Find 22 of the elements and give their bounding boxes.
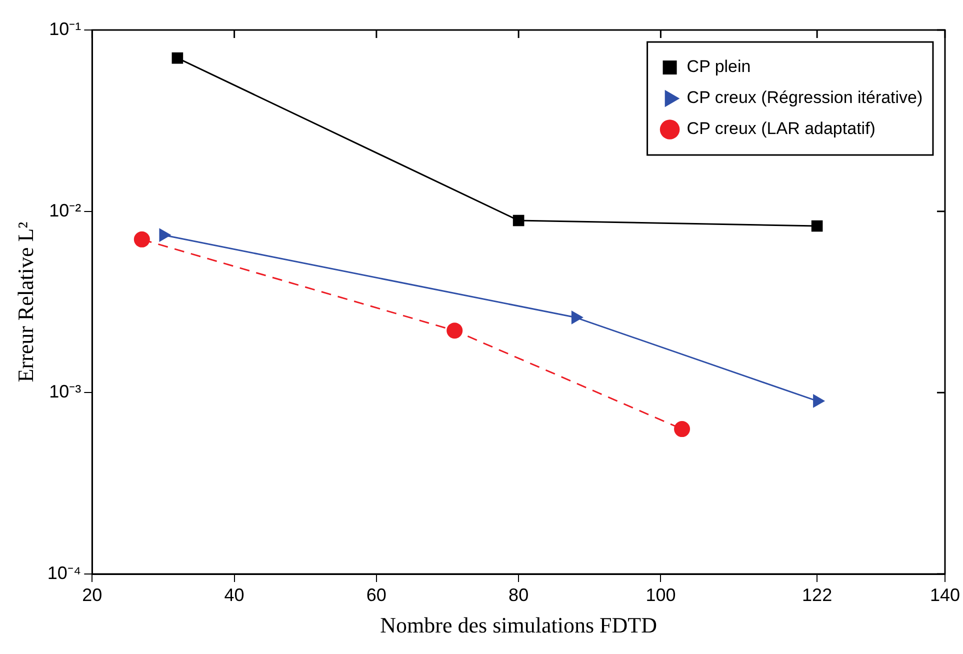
point: [134, 231, 150, 248]
x-tick-label: 80: [508, 584, 529, 605]
y-tick-label: 10⁻⁴: [47, 562, 82, 583]
point: [512, 214, 524, 226]
x-tick-label: 100: [646, 584, 676, 605]
y-axis-title: Erreur Relative L²: [12, 221, 38, 382]
y-tick-label: 10⁻¹: [49, 18, 82, 39]
x-axis-title: Nombre des simulations FDTD: [380, 612, 657, 638]
x-tick-label: 140: [930, 584, 960, 605]
point: [811, 220, 823, 232]
point: [172, 52, 184, 64]
legend-label: CP creux (LAR adaptatif): [686, 119, 876, 138]
x-tick-label: 60: [366, 584, 386, 605]
point: [674, 421, 690, 438]
legend-label: CP plein: [686, 57, 751, 76]
y-tick-label: 10⁻³: [49, 382, 82, 402]
y-tick-label: 10⁻²: [49, 200, 82, 220]
x-tick-label: 20: [82, 584, 102, 605]
x-tick-label: 122: [802, 584, 832, 605]
legend-label: CP creux (Régression itérative): [686, 88, 923, 108]
point: [446, 322, 463, 339]
x-tick-label: 40: [224, 584, 244, 605]
